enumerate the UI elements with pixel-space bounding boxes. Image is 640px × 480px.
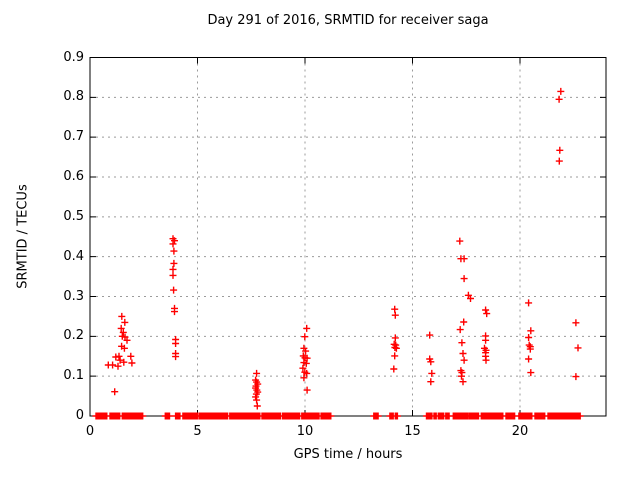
y-tick-label: 0.5 [63,208,84,224]
y-tick-label: 0.1 [63,368,84,384]
y-tick-label: 0.3 [63,288,84,304]
scatter-points [104,87,582,410]
x-axis-title: GPS time / hours [293,447,403,462]
x-tick-label: 10 [296,424,314,439]
x-tick-label: 15 [404,424,421,439]
y-tick-label: 0.7 [63,129,84,145]
y-tick-label: 0 [75,408,84,423]
y-tick-label: 0.6 [63,169,84,184]
y-tick-label: 0.8 [63,89,84,105]
y-tick-label: 0.9 [63,49,84,65]
x-tick-label: 0 [85,424,95,439]
gridlines [90,57,606,416]
x-tick-label: 20 [511,424,529,439]
zero-line-points [92,412,584,420]
chart-title: Day 291 of 2016, SRMTID for receiver sag… [207,13,489,28]
x-tick-label: 5 [193,424,202,439]
y-tick-label: 0.2 [63,328,84,344]
y-tick-label: 0.4 [63,248,84,264]
plot-border [89,57,607,417]
